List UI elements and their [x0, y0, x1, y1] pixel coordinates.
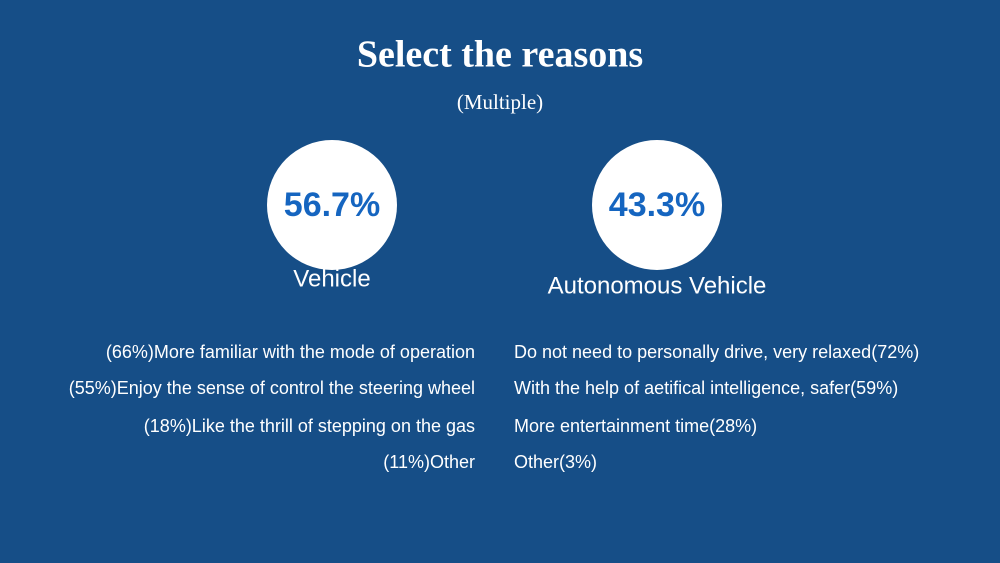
- right-label: Autonomous Vehicle: [548, 272, 767, 299]
- left-reason: (66%)More familiar with the mode of oper…: [106, 342, 475, 362]
- right-reason: More entertainment time(28%): [514, 416, 757, 436]
- right-percent: 43.3%: [609, 186, 705, 224]
- subtitle: (Multiple): [457, 90, 543, 114]
- left-reason: (55%)Enjoy the sense of control the stee…: [69, 378, 475, 398]
- left-circle: [267, 140, 397, 270]
- left-label: Vehicle: [293, 265, 370, 292]
- right-circle: [592, 140, 722, 270]
- left-reason: (18%)Like the thrill of stepping on the …: [144, 416, 475, 436]
- right-reason: Other(3%): [514, 452, 597, 472]
- left-percent: 56.7%: [284, 186, 380, 224]
- right-reason: Do not need to personally drive, very re…: [514, 342, 919, 362]
- right-reason: With the help of aetifical intelligence,…: [514, 378, 898, 398]
- title: Select the reasons: [357, 34, 643, 76]
- left-reason: (11%)Other: [383, 452, 475, 472]
